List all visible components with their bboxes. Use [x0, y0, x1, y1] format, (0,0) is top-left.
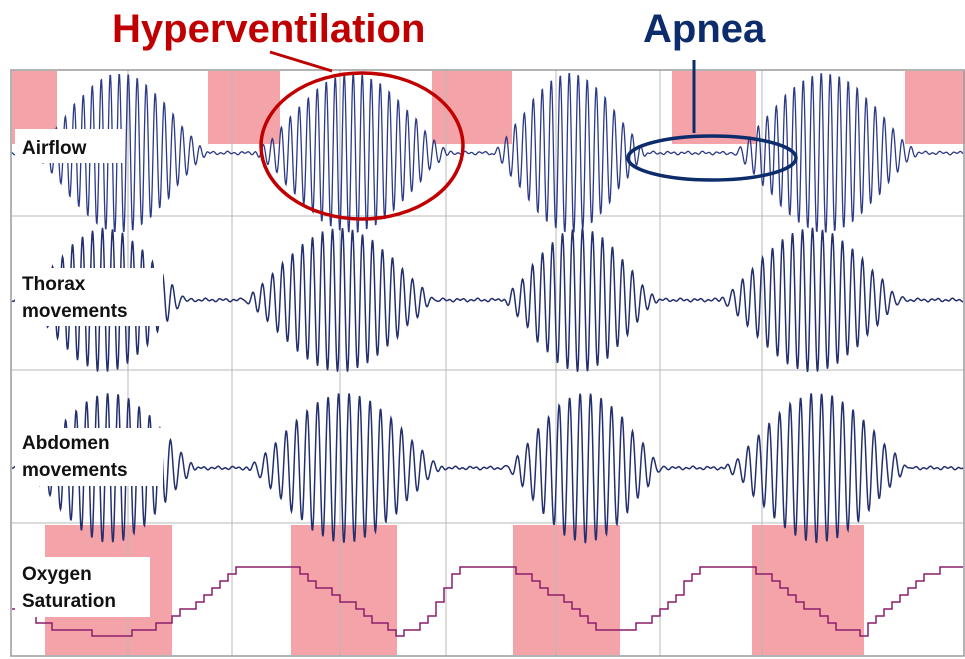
hyperventilation-annotation: Hyperventilation [112, 7, 465, 221]
label-abdomen-line2: movements [22, 460, 128, 481]
thorax-trace [11, 227, 963, 373]
oxygen-highlight-2 [291, 525, 397, 655]
apnea-annotation: Apnea [626, 7, 798, 182]
label-thorax-line2: movements [22, 301, 128, 322]
oxygen-saturation-trace [12, 566, 963, 637]
apnea-ellipse [626, 134, 798, 182]
label-oxygen-line2: Saturation [22, 591, 116, 612]
plot-frame [10, 69, 965, 657]
oxygen-highlight-3 [513, 525, 620, 655]
airflow-highlight-3 [432, 71, 512, 144]
label-airflow: Airflow [15, 129, 123, 163]
abdomen-trace [11, 393, 964, 544]
airflow-highlights [12, 71, 965, 144]
label-abdomen: Abdomen movements [15, 428, 163, 486]
apnea-title: Apnea [643, 7, 766, 51]
hyperventilation-title: Hyperventilation [112, 7, 425, 51]
airflow-highlight-5 [905, 71, 965, 144]
label-oxygen-line1: Oxygen [22, 564, 92, 585]
grid-lines [11, 70, 964, 656]
label-airflow-text: Airflow [22, 138, 87, 159]
airflow-highlight-4 [672, 71, 756, 144]
label-oxygen: Oxygen Saturation [15, 557, 150, 617]
label-thorax-line1: Thorax [22, 274, 86, 295]
hyperventilation-pointer [269, 50, 333, 73]
label-abdomen-line1: Abdomen [22, 433, 110, 454]
hyperventilation-circle [259, 71, 465, 221]
oxygen-highlight-4 [752, 525, 864, 655]
label-thorax: Thorax movements [15, 268, 163, 326]
oxygen-highlights [45, 525, 864, 655]
airflow-trace [11, 72, 964, 233]
airflow-highlight-2 [208, 71, 280, 144]
